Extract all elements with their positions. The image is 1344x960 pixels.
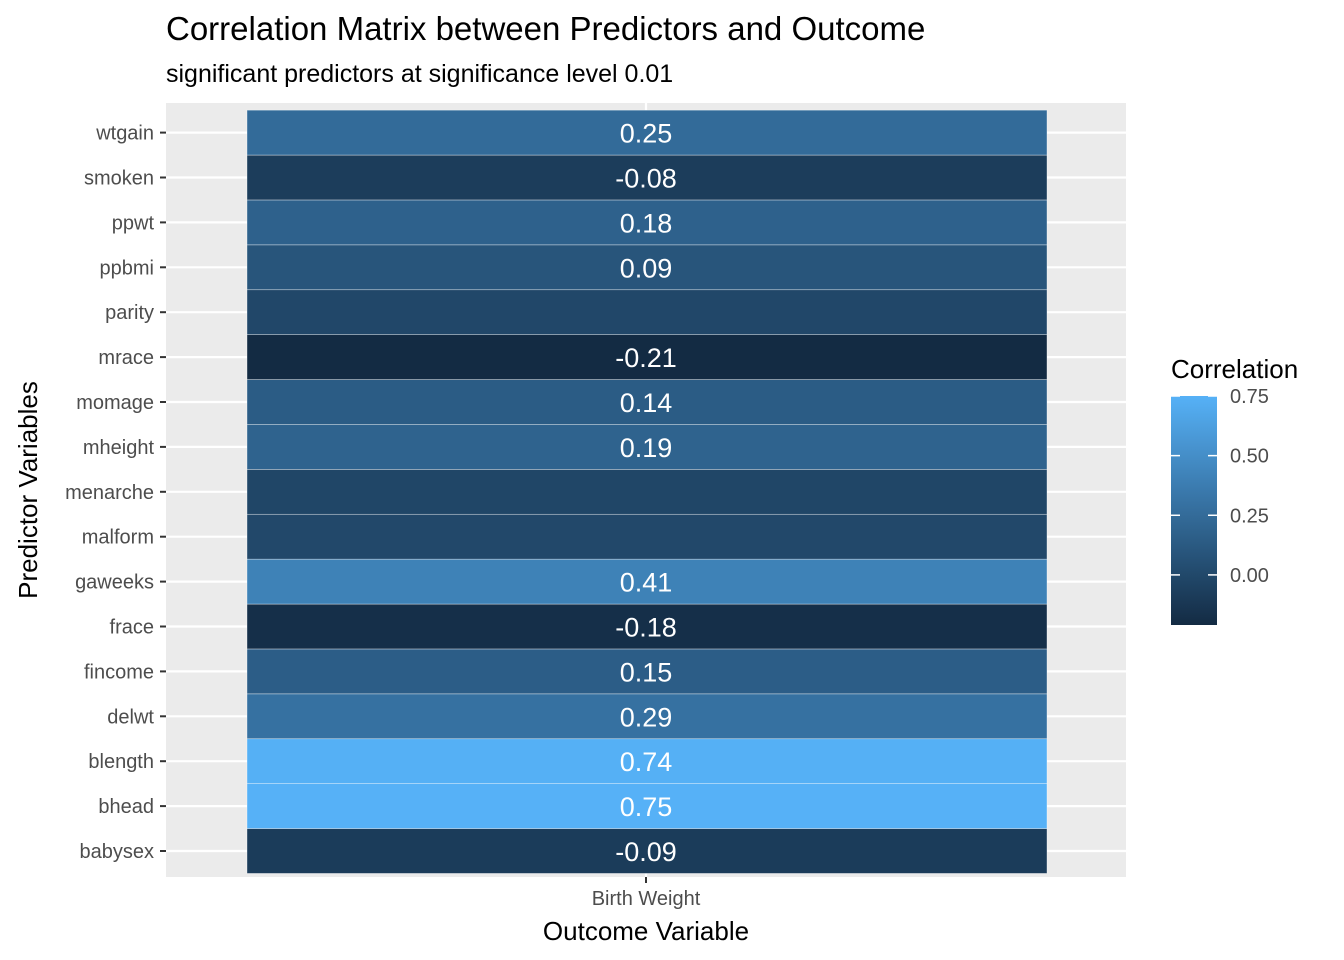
- heatmap-cell-malform: [246, 513, 1048, 560]
- legend-tick-label: 0.00: [1230, 565, 1269, 587]
- y-tick-label: gaweeks: [75, 572, 154, 594]
- cell-value-label: -0.09: [615, 837, 677, 867]
- y-tick-label: frace: [110, 617, 154, 639]
- heatmap-cell-ppbmi: [246, 244, 1048, 291]
- heatmap-cells: -0.09 0.75 0.74 0.29 0.15 -0.18 0.41 0.19 0.14 -0…: [246, 109, 1048, 874]
- legend-tick-label: 0.25: [1230, 505, 1269, 527]
- y-tick-label: smoken: [84, 168, 154, 190]
- y-tick-label: malform: [82, 527, 154, 549]
- heatmap-cell-smoken: [246, 154, 1048, 201]
- legend-title: Correlation: [1171, 354, 1298, 384]
- legend-tick-label: 0.75: [1230, 386, 1269, 408]
- heatmap-cell-parity: [246, 289, 1048, 335]
- cell-value-label: 0.74: [620, 747, 673, 777]
- y-tick-label: bhead: [98, 796, 154, 818]
- y-axis: babysex bhead blength delwt fincome frace gawe…: [65, 123, 166, 863]
- cell-value-label: 0.29: [620, 702, 673, 732]
- heatmap-cell-menarche: [246, 469, 1048, 515]
- y-tick-label: mheight: [83, 437, 155, 459]
- heatmap-cell-blength: [246, 738, 1048, 784]
- heatmap-cell-mheight: [246, 424, 1048, 470]
- heatmap-cell-gaweeks: [246, 558, 1048, 605]
- cell-value-label: 0.41: [620, 568, 673, 598]
- cell-value-label: 0.25: [620, 119, 673, 149]
- chart-subtitle: significant predictors at significance l…: [166, 60, 673, 88]
- y-tick-label: parity: [105, 302, 154, 324]
- cell-value-label: -0.21: [615, 343, 677, 373]
- cell-value-label: 0.19: [620, 433, 673, 463]
- heatmap-cell-bhead: [246, 783, 1048, 829]
- heatmap-cell-momage: [246, 379, 1048, 425]
- cell-value-label: 0.75: [620, 792, 673, 822]
- x-axis-title: Outcome Variable: [543, 916, 749, 946]
- legend-tick-label: 0.50: [1230, 446, 1269, 468]
- cell-value-label: 0.18: [620, 208, 673, 238]
- y-tick-label: mrace: [98, 347, 154, 369]
- cell-value-label: -0.18: [615, 613, 677, 643]
- y-tick-label: ppbmi: [100, 257, 154, 279]
- heatmap-cell-babysex: [246, 828, 1048, 874]
- y-tick-label: fincome: [84, 661, 154, 683]
- chart-title: Correlation Matrix between Predictors an…: [166, 10, 925, 47]
- cell-value-label: 0.15: [620, 657, 673, 687]
- x-axis: Birth Weight: [592, 877, 701, 910]
- cell-value-label: 0.14: [620, 388, 673, 418]
- legend-colorbar: [1171, 396, 1217, 625]
- heatmap-cell-frace: [246, 603, 1048, 650]
- heatmap-cell-mrace: [246, 334, 1048, 380]
- y-tick-label: momage: [76, 392, 154, 414]
- y-tick-label: wtgain: [95, 123, 154, 145]
- y-tick-label: ppwt: [112, 212, 155, 234]
- y-tick-label: menarche: [65, 482, 154, 504]
- cell-value-label: -0.08: [615, 164, 677, 194]
- y-tick-label: babysex: [80, 841, 155, 863]
- y-tick-label: delwt: [107, 706, 154, 728]
- y-tick-label: blength: [88, 751, 154, 773]
- x-tick-label: Birth Weight: [592, 888, 701, 910]
- cell-value-label: 0.09: [620, 253, 673, 283]
- heatmap-cell-fincome: [246, 648, 1048, 695]
- heatmap-cell-wtgain: [246, 109, 1048, 156]
- heatmap-cell-ppwt: [246, 199, 1048, 246]
- y-axis-title: Predictor Variables: [13, 381, 43, 599]
- color-legend: Correlation 0.75 0.50 0.25 0.00: [1171, 354, 1298, 625]
